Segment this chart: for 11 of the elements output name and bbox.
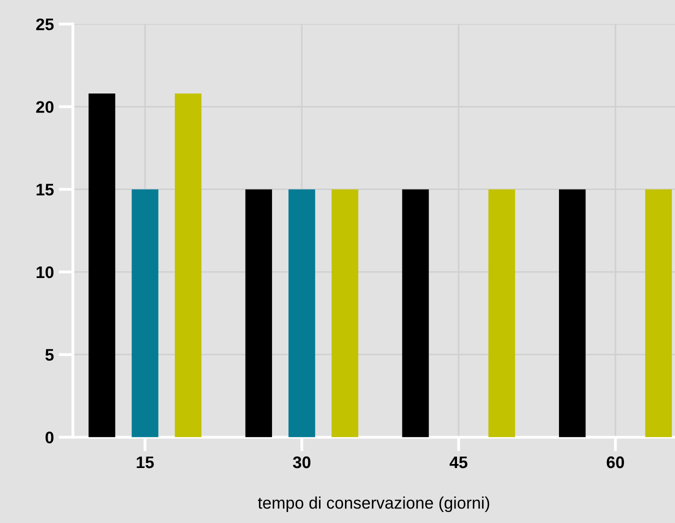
y-tick-label: 5 — [45, 349, 54, 361]
y-tick-label: 15 — [36, 184, 54, 196]
x-tick-label: 30 — [292, 456, 310, 468]
y-tick-label: 20 — [36, 101, 54, 113]
x-axis-title: tempo di conservazione (giorni) — [258, 496, 490, 512]
y-tick-label: 0 — [46, 432, 54, 444]
x-tick-label: 15 — [136, 456, 154, 468]
y-tick-label: 10 — [36, 266, 54, 278]
x-tick-label: 45 — [450, 456, 468, 468]
x-tick-label: 60 — [606, 456, 624, 468]
y-tick-label: 25 — [36, 18, 54, 30]
